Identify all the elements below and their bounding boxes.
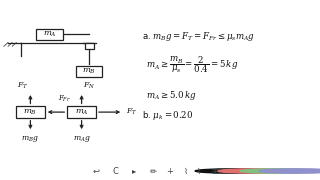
- Text: ▸: ▸: [132, 166, 137, 176]
- Text: +: +: [166, 166, 173, 176]
- Text: $m_A$: $m_A$: [43, 30, 57, 39]
- Text: b. $\mu_k = 0.20$: b. $\mu_k = 0.20$: [142, 109, 194, 122]
- Text: ↩: ↩: [92, 166, 100, 176]
- Circle shape: [195, 169, 272, 173]
- Text: $m_B$: $m_B$: [82, 67, 96, 76]
- Text: $m_A \geq 5.0\,kg$: $m_A \geq 5.0\,kg$: [146, 89, 196, 102]
- Text: $m_Bg$: $m_Bg$: [21, 134, 39, 144]
- Text: ⌇: ⌇: [196, 166, 200, 176]
- Text: ⌇: ⌇: [184, 166, 188, 176]
- Text: $m_A \geq \dfrac{m_B}{\mu_s} = \dfrac{2}{0.4} = 5\,kg$: $m_A \geq \dfrac{m_B}{\mu_s} = \dfrac{2}…: [146, 54, 238, 75]
- Bar: [67, 106, 96, 118]
- Text: $m_A$: $m_A$: [75, 107, 89, 117]
- Text: $F_T$: $F_T$: [126, 107, 138, 117]
- Circle shape: [218, 169, 294, 173]
- Text: $m_B$: $m_B$: [23, 107, 37, 117]
- Text: $F_T$: $F_T$: [17, 80, 28, 91]
- Bar: [16, 106, 45, 118]
- Bar: [85, 42, 94, 49]
- Text: $F_N$: $F_N$: [84, 80, 96, 91]
- Text: C: C: [112, 166, 118, 176]
- Text: $F_{Fr}$: $F_{Fr}$: [58, 94, 70, 104]
- Text: $m_Ag$: $m_Ag$: [73, 134, 91, 144]
- Bar: [76, 66, 102, 76]
- Text: ⊞: ⊞: [211, 166, 218, 176]
- Text: ✏: ✏: [150, 166, 157, 176]
- Circle shape: [240, 169, 317, 173]
- Bar: [36, 29, 63, 40]
- Circle shape: [259, 169, 320, 173]
- Text: a. $m_Bg = F_T = F_{Fr} \leq \mu_s m_Ag$: a. $m_Bg = F_T = F_{Fr} \leq \mu_s m_Ag$: [142, 30, 255, 43]
